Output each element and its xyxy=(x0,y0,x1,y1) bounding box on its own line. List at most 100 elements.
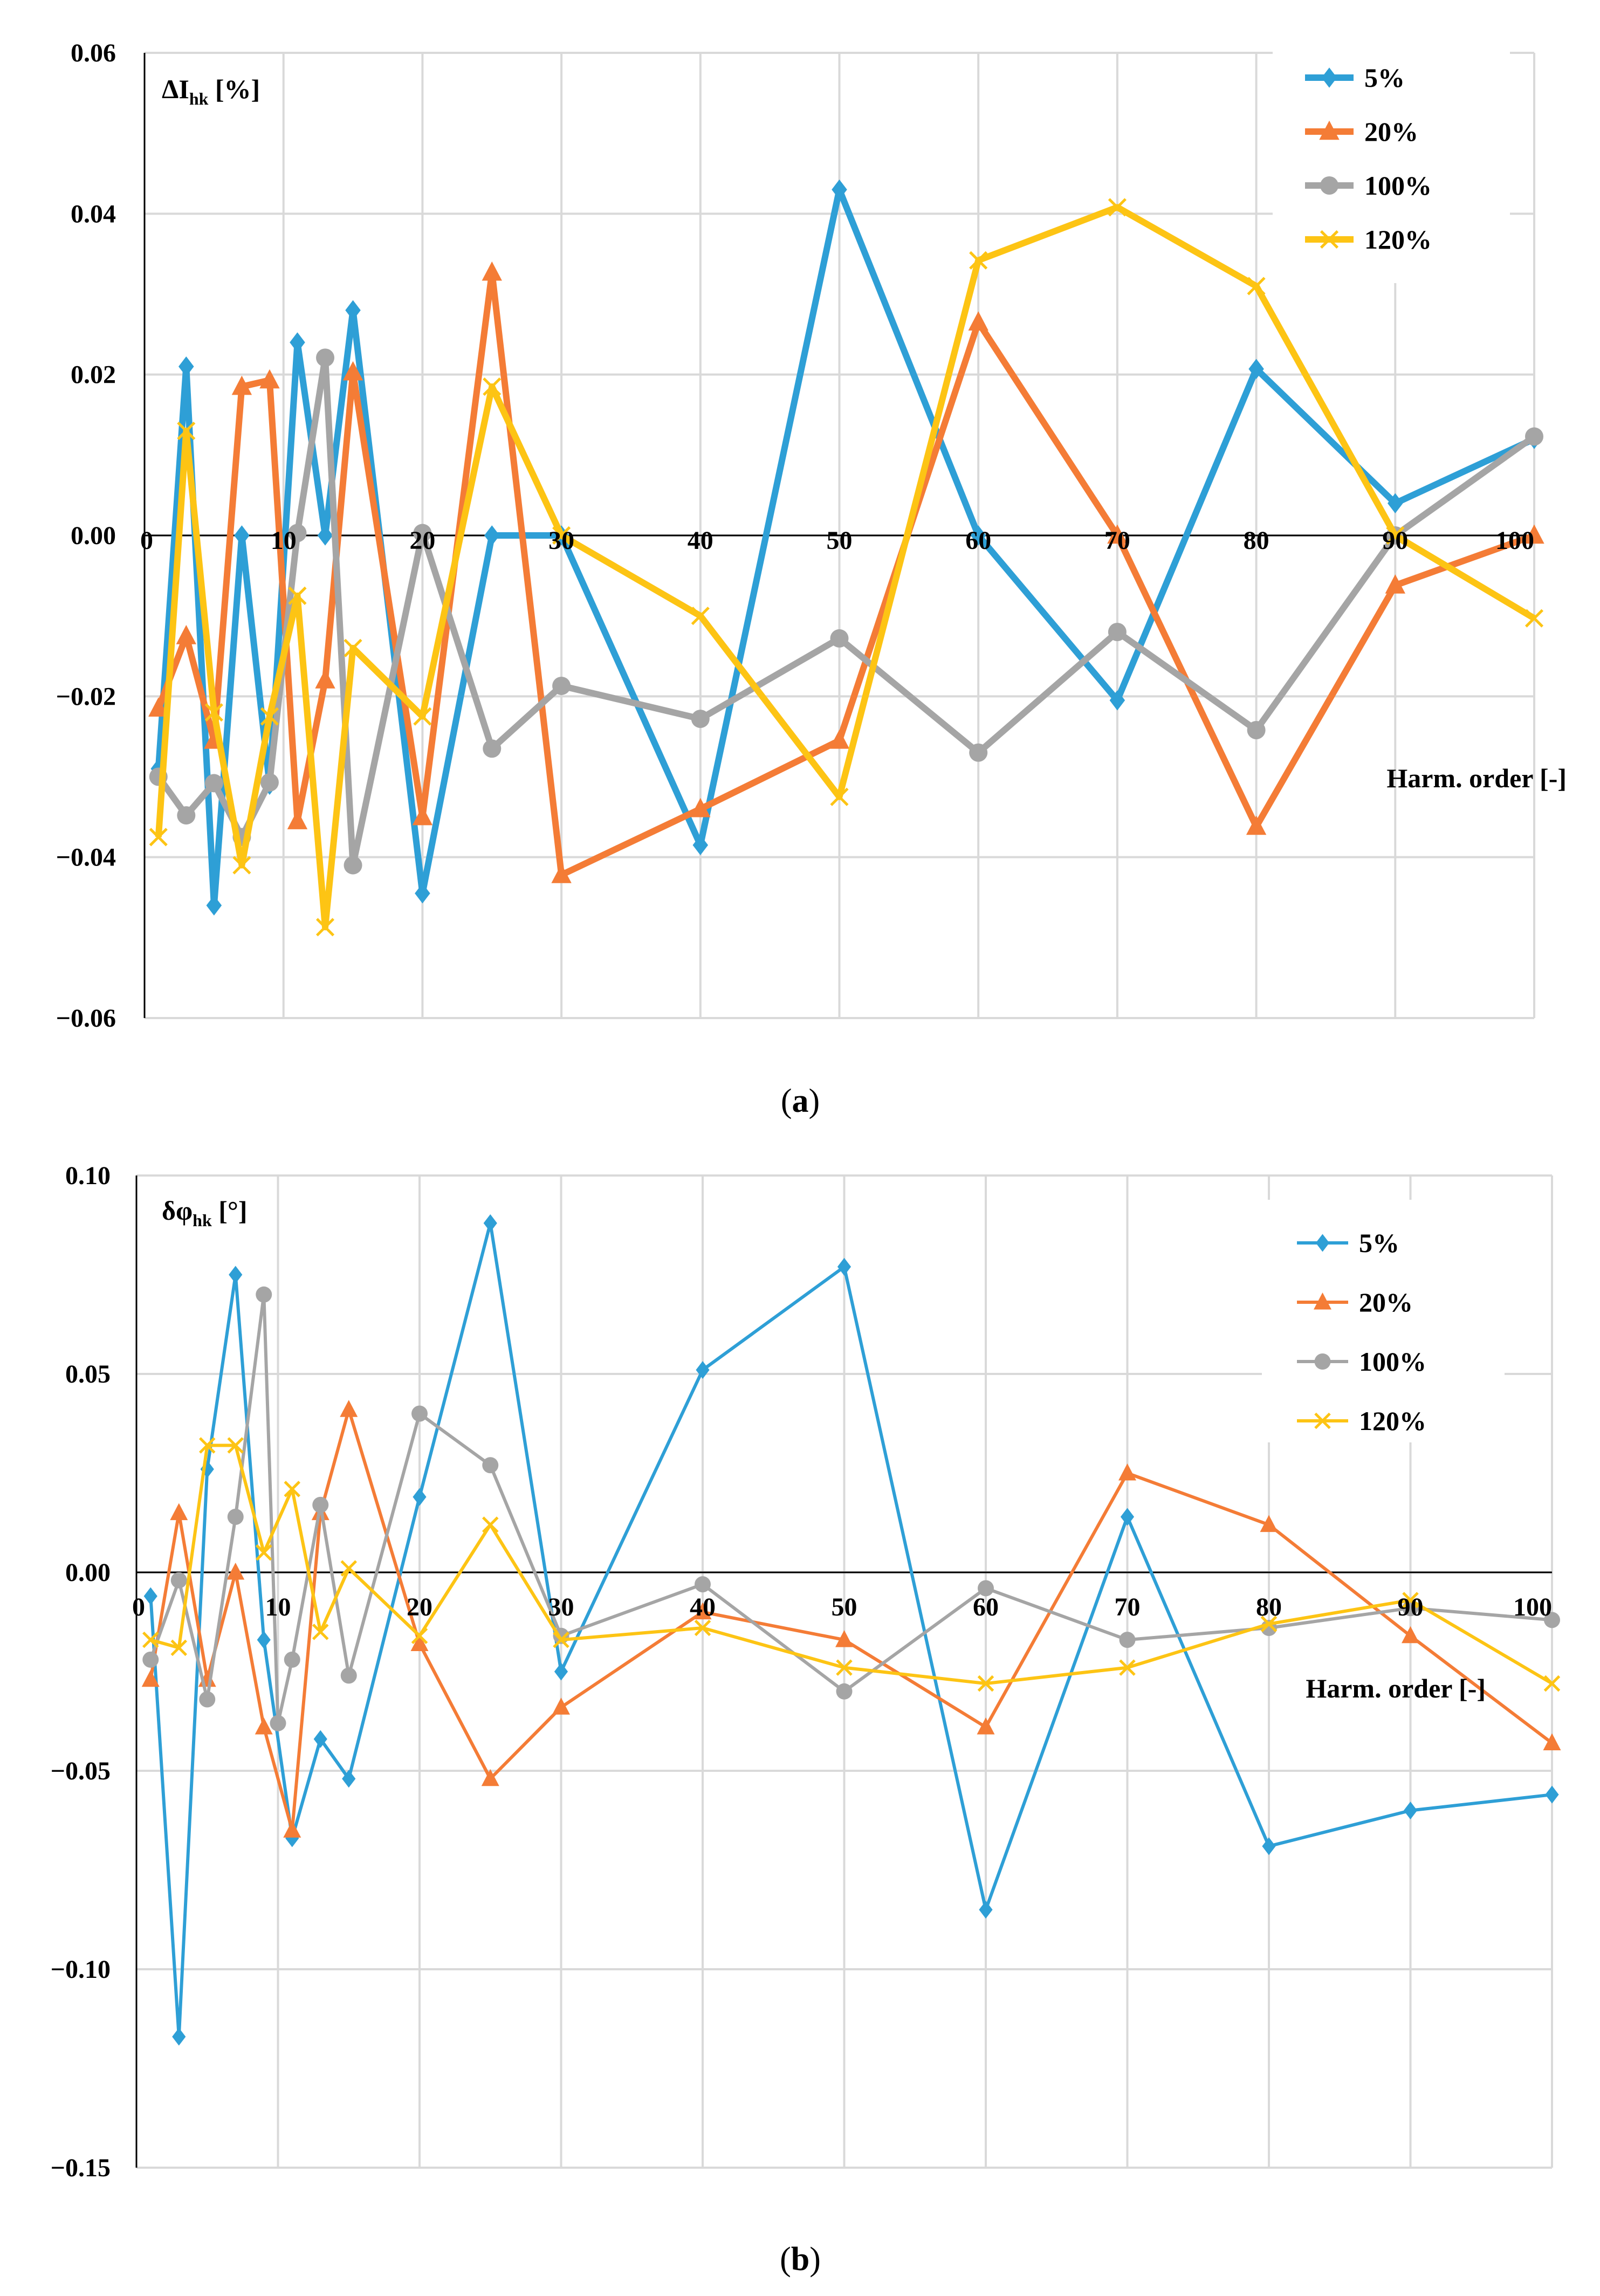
data-point xyxy=(691,710,710,728)
data-point xyxy=(553,1631,569,1648)
y-tick-label: −0.04 xyxy=(56,843,116,872)
data-point xyxy=(344,856,362,875)
data-point xyxy=(288,524,307,542)
data-point xyxy=(836,1683,853,1700)
data-point xyxy=(284,1481,301,1497)
legend-item: 120% xyxy=(1305,224,1432,255)
data-point xyxy=(694,1619,711,1637)
y-axis-label-a: ΔIhk [%] xyxy=(162,74,260,108)
data-point xyxy=(1248,359,1264,379)
y-tick-label: 0.04 xyxy=(71,200,116,228)
y-tick-label: 0.10 xyxy=(65,1161,111,1190)
data-point xyxy=(204,703,223,722)
x-tick-label: 80 xyxy=(1256,1593,1282,1621)
data-point xyxy=(315,918,335,937)
data-point xyxy=(969,743,988,762)
legend-marker xyxy=(1321,67,1337,88)
data-point xyxy=(170,1639,188,1656)
legend-label: 100% xyxy=(1359,1346,1426,1377)
data-point xyxy=(691,607,710,625)
y-tick-label: −0.06 xyxy=(56,1004,116,1033)
legend-box-b xyxy=(1262,1200,1505,1442)
data-point xyxy=(1545,1785,1559,1804)
data-point xyxy=(552,676,571,695)
data-point xyxy=(1118,1463,1136,1481)
data-point xyxy=(259,369,280,389)
data-point xyxy=(693,1602,712,1620)
legend-label: 20% xyxy=(1364,116,1418,147)
y-tick-label: −0.10 xyxy=(51,1955,111,1984)
legend-label: 20% xyxy=(1359,1287,1413,1317)
data-point xyxy=(832,179,847,200)
data-point xyxy=(692,835,709,855)
data-point xyxy=(227,1508,244,1525)
data-point xyxy=(1119,1632,1136,1648)
data-point xyxy=(141,1669,160,1687)
data-point xyxy=(411,1627,428,1645)
data-point xyxy=(482,1457,499,1474)
data-point xyxy=(234,525,250,546)
data-point xyxy=(690,798,711,817)
legend-marker xyxy=(1314,1353,1331,1370)
data-point xyxy=(287,810,308,829)
series-line xyxy=(155,204,1536,931)
legend-item: 20% xyxy=(1297,1287,1413,1317)
x-tick-label: 10 xyxy=(265,1593,291,1621)
data-point xyxy=(198,1437,216,1454)
data-point xyxy=(283,1820,301,1838)
data-point xyxy=(412,806,433,826)
data-point xyxy=(413,1488,427,1506)
data-point xyxy=(1260,1616,1278,1632)
data-point xyxy=(1525,609,1544,628)
data-point xyxy=(1388,493,1403,514)
data-point xyxy=(176,625,197,644)
data-point xyxy=(554,1662,568,1681)
data-point xyxy=(696,1361,710,1379)
data-point xyxy=(977,1717,995,1735)
data-point xyxy=(229,1266,243,1284)
data-point xyxy=(143,1587,157,1605)
legend-marker xyxy=(1320,230,1339,249)
data-point xyxy=(142,1651,159,1668)
data-point xyxy=(1524,524,1544,544)
data-point xyxy=(204,774,223,793)
chart-a: ΔIhk [%] Harm. order [-] (a) 0.06 0.04 0.0… xyxy=(56,39,1567,1119)
x-tick-label: 0 xyxy=(132,1593,145,1621)
data-point xyxy=(410,1634,429,1651)
series-line xyxy=(149,1221,1553,2039)
data-point xyxy=(177,806,196,825)
data-point xyxy=(1544,1612,1560,1628)
x-tick-label: 10 xyxy=(271,526,297,555)
data-point xyxy=(170,1503,188,1521)
data-point xyxy=(260,707,279,726)
data-point xyxy=(695,1576,711,1593)
data-point xyxy=(142,1631,159,1648)
data-point xyxy=(1385,574,1405,594)
legend-marker xyxy=(1314,1412,1331,1429)
x-tick-label: 20 xyxy=(409,526,435,555)
data-point xyxy=(835,1630,853,1647)
data-point xyxy=(256,1286,272,1303)
data-point xyxy=(288,586,307,605)
data-point xyxy=(837,1257,851,1276)
legend-marker xyxy=(1320,176,1338,195)
x-tick-label: 60 xyxy=(965,526,991,555)
data-point xyxy=(482,261,502,281)
data-point xyxy=(1247,277,1266,295)
x-tick-label: 100 xyxy=(1513,1593,1552,1621)
series-layer xyxy=(141,1214,1561,2046)
legend-item: 20% xyxy=(1305,116,1418,147)
data-point xyxy=(284,1651,300,1668)
data-point xyxy=(206,895,222,916)
chart-b: δφhk [°] Harm. order [-] (b) 0.10 0.05 0.0… xyxy=(51,1161,1561,2278)
data-point xyxy=(1260,1515,1278,1532)
series-120% xyxy=(142,1437,1561,1692)
series-layer xyxy=(148,179,1544,937)
data-point xyxy=(255,1717,273,1735)
legend-box-a xyxy=(1273,46,1510,283)
data-point xyxy=(178,356,194,377)
x-tick-label: 50 xyxy=(832,1593,857,1621)
data-point xyxy=(483,739,502,758)
data-point xyxy=(260,773,279,792)
